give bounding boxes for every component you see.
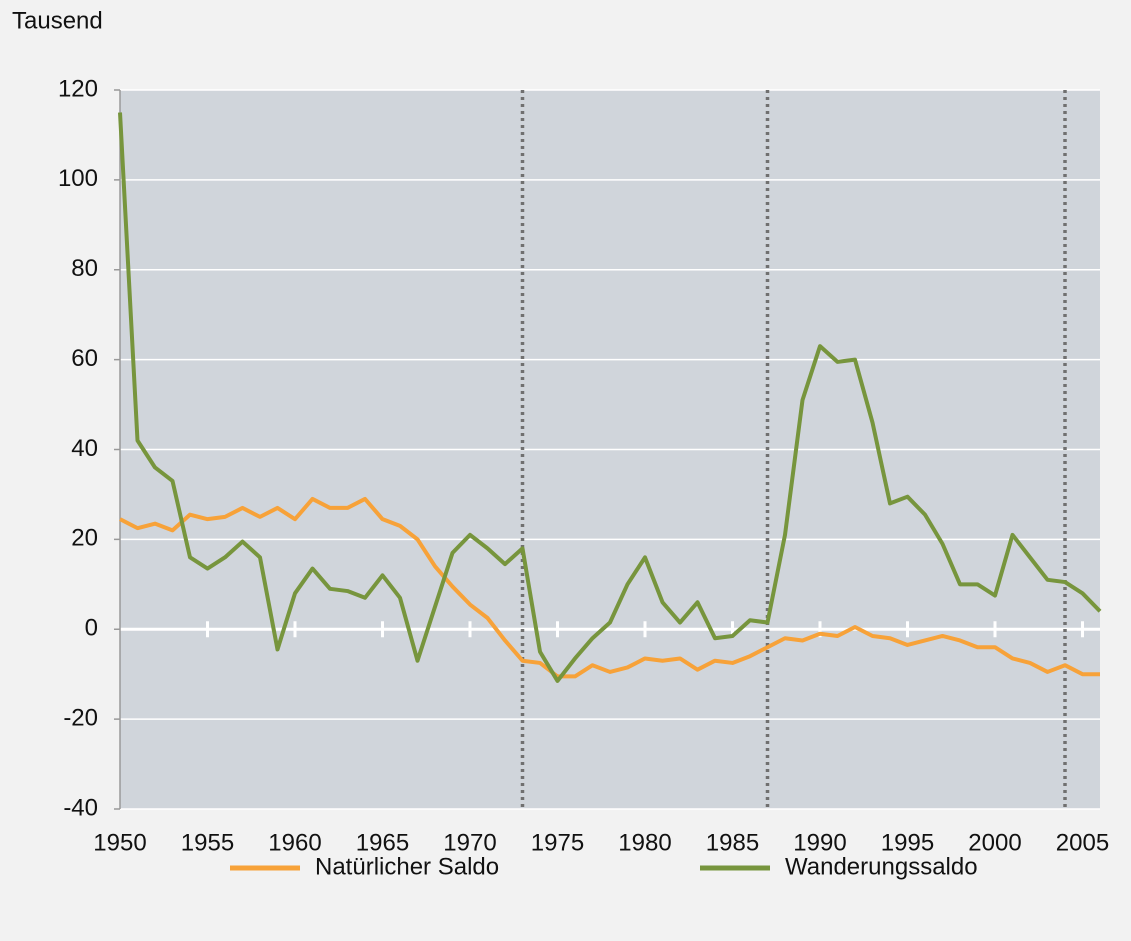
legend-label: Natürlicher Saldo bbox=[315, 853, 499, 880]
x-tick-label: 1980 bbox=[618, 829, 671, 856]
legend-label: Wanderungssaldo bbox=[785, 853, 978, 880]
y-tick-label: -20 bbox=[63, 704, 98, 731]
y-tick-label: 80 bbox=[71, 255, 98, 282]
x-tick-label: 1955 bbox=[181, 829, 234, 856]
data-line bbox=[118, 112, 1102, 683]
data-line bbox=[119, 496, 1100, 679]
x-tick-label: 2005 bbox=[1056, 829, 1109, 856]
y-tick-label: 120 bbox=[58, 75, 98, 102]
x-tick-label: 1995 bbox=[881, 829, 934, 856]
y-tick-label: 60 bbox=[71, 345, 98, 372]
x-tick-label: 1965 bbox=[356, 829, 409, 856]
y-tick-label: 40 bbox=[71, 435, 98, 462]
x-tick-label: 2000 bbox=[968, 829, 1021, 856]
x-tick-label: 1950 bbox=[93, 829, 146, 856]
y-tick-label: -40 bbox=[63, 794, 98, 821]
y-tick-label: 20 bbox=[71, 525, 98, 552]
y-axis-label: Tausend bbox=[12, 7, 103, 34]
x-tick-label: 1975 bbox=[531, 829, 584, 856]
x-tick-label: 1985 bbox=[706, 829, 759, 856]
x-tick-label: 1960 bbox=[268, 829, 321, 856]
x-tick-label: 1970 bbox=[443, 829, 496, 856]
y-tick-label: 100 bbox=[58, 165, 98, 192]
x-tick-label: 1990 bbox=[793, 829, 846, 856]
y-tick-label: 0 bbox=[85, 615, 98, 642]
